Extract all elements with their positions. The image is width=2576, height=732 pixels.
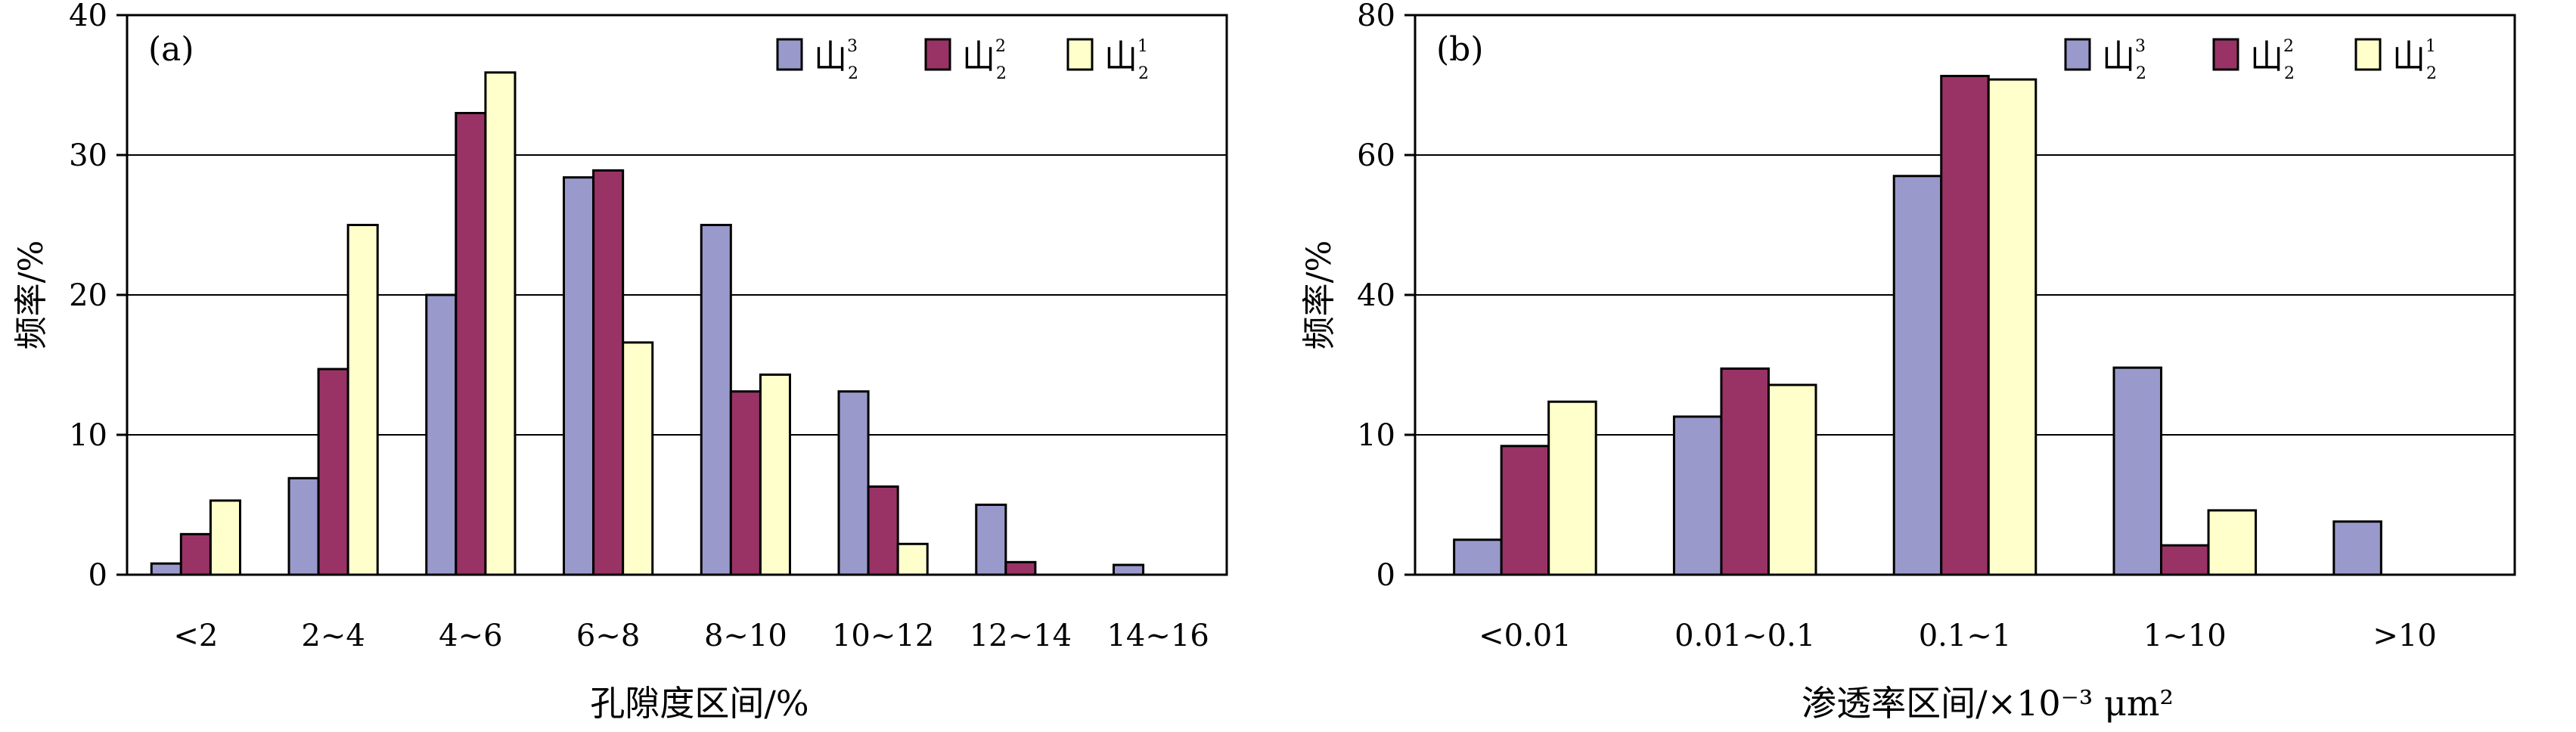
bar	[209, 499, 241, 576]
x-axis-title: 孔隙度区间/%	[590, 683, 808, 724]
x-tick-label: <0.01	[1479, 619, 1572, 653]
y-tick-label: 10	[69, 418, 107, 453]
y-tick-label: 0	[88, 558, 107, 593]
legend-entry-label: 山1 2	[2392, 37, 2437, 83]
bar	[346, 224, 379, 576]
bar	[1547, 400, 1597, 576]
legend-swatch	[776, 38, 803, 71]
bar	[2112, 366, 2163, 576]
y-axis-title: 频率/%	[1300, 240, 1339, 350]
bar	[1453, 538, 1503, 576]
bar	[2207, 509, 2258, 576]
bar	[1672, 415, 1723, 576]
panel-label: (a)	[148, 30, 194, 69]
y-tick-label: 80	[1357, 0, 1395, 33]
x-axis-title: 渗透率区间/×10⁻³ μm²	[1802, 683, 2174, 724]
bar	[592, 169, 625, 576]
x-tick-label: 8~10	[704, 619, 787, 653]
y-axis-title: 频率/%	[12, 240, 51, 350]
x-tick-label: 0.1~1	[1919, 619, 2012, 653]
x-tick-label: 6~8	[576, 619, 640, 653]
bar	[975, 504, 1007, 576]
y-tick-label: 0	[1376, 558, 1395, 593]
bar	[1987, 78, 2038, 576]
x-tick-label: 1~10	[2143, 619, 2227, 653]
legend-swatch	[924, 38, 951, 71]
x-tick-label: 12~14	[970, 619, 1072, 653]
permeability-chart: <0.01 0.01~0.1 0.1~1 1~10 >10 0 10 40 60 80 (b) 频率/…	[1288, 0, 2576, 729]
bar	[896, 542, 929, 576]
bar	[867, 485, 899, 576]
bar	[1767, 383, 1817, 576]
legend-swatch	[2354, 38, 2382, 71]
porosity-chart-svg: <2 2~4 4~6 6~8 8~10 10~12 12~14 14~16 0 10 20 30 40 (…	[12, 0, 1228, 724]
bar	[1940, 74, 1990, 576]
bar	[2332, 520, 2382, 576]
bar	[455, 112, 487, 576]
x-tick-label: 4~6	[439, 619, 502, 653]
bar	[1892, 175, 1943, 576]
legend-entry-label: 山3 2	[814, 37, 858, 83]
bar	[700, 224, 732, 576]
bar	[179, 532, 212, 576]
permeability-chart-svg: <0.01 0.01~0.1 0.1~1 1~10 >10 0 10 40 60 80 (b) 频率/…	[1300, 0, 2516, 724]
y-tick-label: 20	[69, 278, 107, 313]
bar	[622, 341, 654, 576]
bar	[1720, 367, 1770, 576]
y-tick-label: 60	[1357, 138, 1395, 173]
legend-swatch	[2212, 38, 2239, 71]
bar	[837, 390, 870, 576]
legend-entry-label: 山2 2	[2250, 37, 2295, 83]
bar	[287, 476, 320, 576]
y-tick-label: 40	[69, 0, 107, 33]
x-tick-label: 10~12	[832, 619, 934, 653]
x-tick-label: 14~16	[1106, 619, 1209, 653]
y-tick-label: 10	[1357, 418, 1395, 453]
bar	[150, 562, 182, 576]
bar	[2160, 544, 2210, 576]
bar	[729, 390, 762, 576]
x-tick-label: >10	[2373, 619, 2436, 653]
bar	[563, 176, 595, 576]
legend-swatch	[2064, 38, 2091, 71]
panel-label: (b)	[1436, 30, 1484, 69]
bar	[1113, 563, 1145, 576]
x-tick-label: 0.01~0.1	[1674, 619, 1815, 653]
legend-entry-label: 山2 2	[962, 37, 1007, 83]
x-tick-label: 2~4	[301, 619, 365, 653]
legend-entry-label: 山1 2	[1104, 37, 1149, 83]
bar	[425, 293, 458, 576]
bar	[1500, 445, 1550, 576]
legend-entry-label: 山3 2	[2102, 37, 2146, 83]
y-tick-label: 30	[69, 138, 107, 173]
x-tick-label: <2	[173, 619, 218, 653]
bar	[484, 71, 517, 576]
y-tick-label: 40	[1357, 278, 1395, 313]
porosity-chart: <2 2~4 4~6 6~8 8~10 10~12 12~14 14~16 0 10 20 30 40 (…	[0, 0, 1288, 729]
legend-swatch	[1066, 38, 1094, 71]
bar	[317, 368, 349, 576]
bar	[759, 373, 791, 576]
bar	[1004, 560, 1037, 576]
